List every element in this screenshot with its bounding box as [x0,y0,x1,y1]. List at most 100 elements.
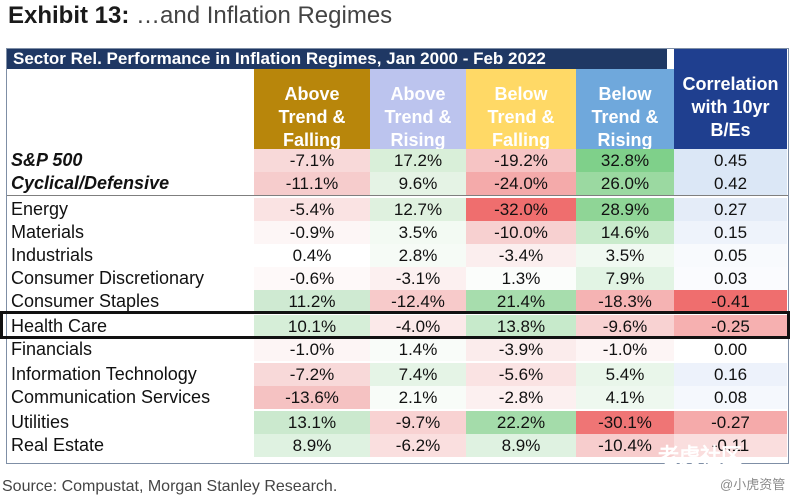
value-cell: -1.0% [576,338,674,361]
value-cell: 14.6% [576,221,674,244]
column-header-label: Above Trend & Falling [278,83,346,150]
table-row: Health Care 10.1% -4.0% 13.8% -9.6% -0.25 [7,315,788,338]
value-cell: -4.0% [370,315,466,338]
value-cell: 11.2% [254,290,370,313]
table-row: S&P 500 -7.1% 17.2% -19.2% 32.8% 0.45 [7,149,788,172]
value-cell: -3.4% [466,244,576,267]
value-cell: -9.7% [370,411,466,434]
table-row: Cyclical/Defensive -11.1% 9.6% -24.0% 26.0% 0… [7,172,788,195]
value-cell: -32.0% [466,198,576,221]
value-cell: -0.27 [674,411,787,434]
value-cell: -5.6% [466,363,576,386]
value-cell: 28.9% [576,198,674,221]
value-cell: 9.6% [370,172,466,195]
column-header-5: Correlation with 10yr B/Es [674,49,787,163]
value-cell: 0.08 [674,386,787,409]
sector-label: Consumer Discretionary [11,268,205,288]
table-row: Utilities 13.1% -9.7% 22.2% -30.1% -0.27 [7,411,788,434]
value-cell: -6.2% [370,434,466,457]
value-cell: 0.00 [674,338,787,361]
sector-label: Health Care [11,316,108,336]
column-header-label: Correlation with 10yr B/Es [682,73,779,140]
source-note: Source: Compustat, Morgan Stanley Resear… [2,478,338,495]
column-header-label: Above Trend & Rising [384,83,452,150]
value-cell: 2.1% [370,386,466,409]
table-row: Communication Services -13.6% 2.1% -2.8% 4.1… [7,386,788,409]
value-cell: -13.6% [254,386,370,409]
health-care-highlight [0,311,790,339]
sector-label: Financials [11,339,93,359]
value-cell: 7.4% [370,363,466,386]
value-cell: 1.3% [466,267,576,290]
column-header-label: Below Trend & Rising [591,83,659,150]
value-cell: 12.7% [370,198,466,221]
value-cell: 21.4% [466,290,576,313]
header-label-column [7,69,253,163]
value-cell: -12.4% [370,290,466,313]
value-cell: 0.4% [254,244,370,267]
column-header-1: Above Trend & Falling [254,69,370,163]
value-cell: 1.4% [370,338,466,361]
value-cell: 0.03 [674,267,787,290]
value-cell: -5.4% [254,198,370,221]
value-cell: -30.1% [576,411,674,434]
table-row: Materials -0.9% 3.5% -10.0% 14.6% 0.15 [7,221,788,244]
value-cell: 0.42 [674,172,787,195]
table-row: Real Estate 8.9% -6.2% 8.9% -10.4% -0.11 [7,434,788,457]
sector-label: Industrials [11,245,94,265]
value-cell: 0.16 [674,363,787,386]
value-cell: -10.4% [576,434,674,457]
value-cell: -2.8% [466,386,576,409]
value-cell: -19.2% [466,149,576,172]
sector-performance-table: Sector Rel. Performance in Inflation Reg… [6,48,789,464]
value-cell: 13.1% [254,411,370,434]
row-separator [7,195,788,196]
sector-label: Cyclical/Defensive [11,173,170,193]
value-cell: 4.1% [576,386,674,409]
value-cell: 32.8% [576,149,674,172]
value-cell: 3.5% [370,221,466,244]
value-cell: -3.9% [466,338,576,361]
value-cell: 0.05 [674,244,787,267]
value-cell: -1.0% [254,338,370,361]
value-cell: 13.8% [466,315,576,338]
watermark-handle: @小虎资管 [720,477,786,492]
value-cell: -11.1% [254,172,370,195]
value-cell: -3.1% [370,267,466,290]
value-cell: -0.41 [674,290,787,313]
value-cell: -7.2% [254,363,370,386]
value-cell: 22.2% [466,411,576,434]
value-cell: 0.27 [674,198,787,221]
value-cell: 3.5% [576,244,674,267]
value-cell: -18.3% [576,290,674,313]
table-row: Information Technology -7.2% 7.4% -5.6% 5.4%… [7,363,788,386]
value-cell: -7.1% [254,149,370,172]
value-cell: 7.9% [576,267,674,290]
table-row: Consumer Discretionary -0.6% -3.1% 1.3% 7.9%… [7,267,788,290]
value-cell: -0.25 [674,315,787,338]
sector-label: Information Technology [11,364,197,384]
sector-label: Energy [11,199,69,219]
sector-label: S&P 500 [11,150,83,170]
sector-label: Materials [11,222,85,242]
value-cell: 0.45 [674,149,787,172]
value-cell: -10.0% [466,221,576,244]
value-cell: 0.15 [674,221,787,244]
sector-label: Utilities [11,412,70,432]
table-banner: Sector Rel. Performance in Inflation Reg… [7,49,667,69]
value-cell: 2.8% [370,244,466,267]
value-cell: 26.0% [576,172,674,195]
table-row: Consumer Staples 11.2% -12.4% 21.4% -18.3% -0… [7,290,788,313]
column-header-3: Below Trend & Falling [466,69,576,163]
value-cell: 17.2% [370,149,466,172]
value-cell: -0.11 [674,434,787,457]
sector-label: Consumer Staples [11,291,160,311]
sector-label: Communication Services [11,387,211,407]
value-cell: -24.0% [466,172,576,195]
value-cell: 8.9% [466,434,576,457]
sector-label: Real Estate [11,435,105,455]
value-cell: -0.9% [254,221,370,244]
exhibit-title: Exhibit 13: …and Inflation Regimes [8,2,392,30]
table-row: Energy -5.4% 12.7% -32.0% 28.9% 0.27 [7,198,788,221]
column-header-2: Above Trend & Rising [370,69,466,163]
